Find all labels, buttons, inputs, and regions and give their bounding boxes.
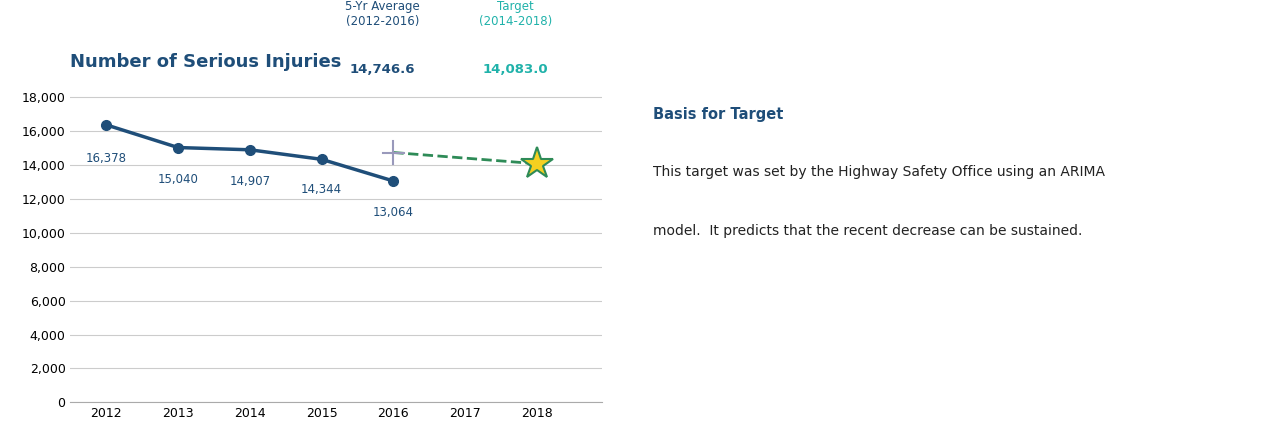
Text: 16,378: 16,378 xyxy=(86,152,127,165)
Text: model.  It predicts that the recent decrease can be sustained.: model. It predicts that the recent decre… xyxy=(653,224,1082,237)
Text: 5-Yr Average
(2012-2016): 5-Yr Average (2012-2016) xyxy=(346,0,420,28)
Text: Basis for Target: Basis for Target xyxy=(653,107,783,122)
Text: This target was set by the Highway Safety Office using an ARIMA: This target was set by the Highway Safet… xyxy=(653,165,1105,179)
Text: Number of Serious Injuries: Number of Serious Injuries xyxy=(70,53,342,71)
Text: 14,907: 14,907 xyxy=(229,175,270,188)
Text: 13,064: 13,064 xyxy=(372,207,413,219)
Text: 14,746.6: 14,746.6 xyxy=(349,63,416,76)
Text: 15,040: 15,040 xyxy=(157,173,198,186)
Text: 14,083.0: 14,083.0 xyxy=(483,63,548,76)
Text: Target
(2014-2018): Target (2014-2018) xyxy=(479,0,552,28)
Text: 14,344: 14,344 xyxy=(301,183,342,196)
